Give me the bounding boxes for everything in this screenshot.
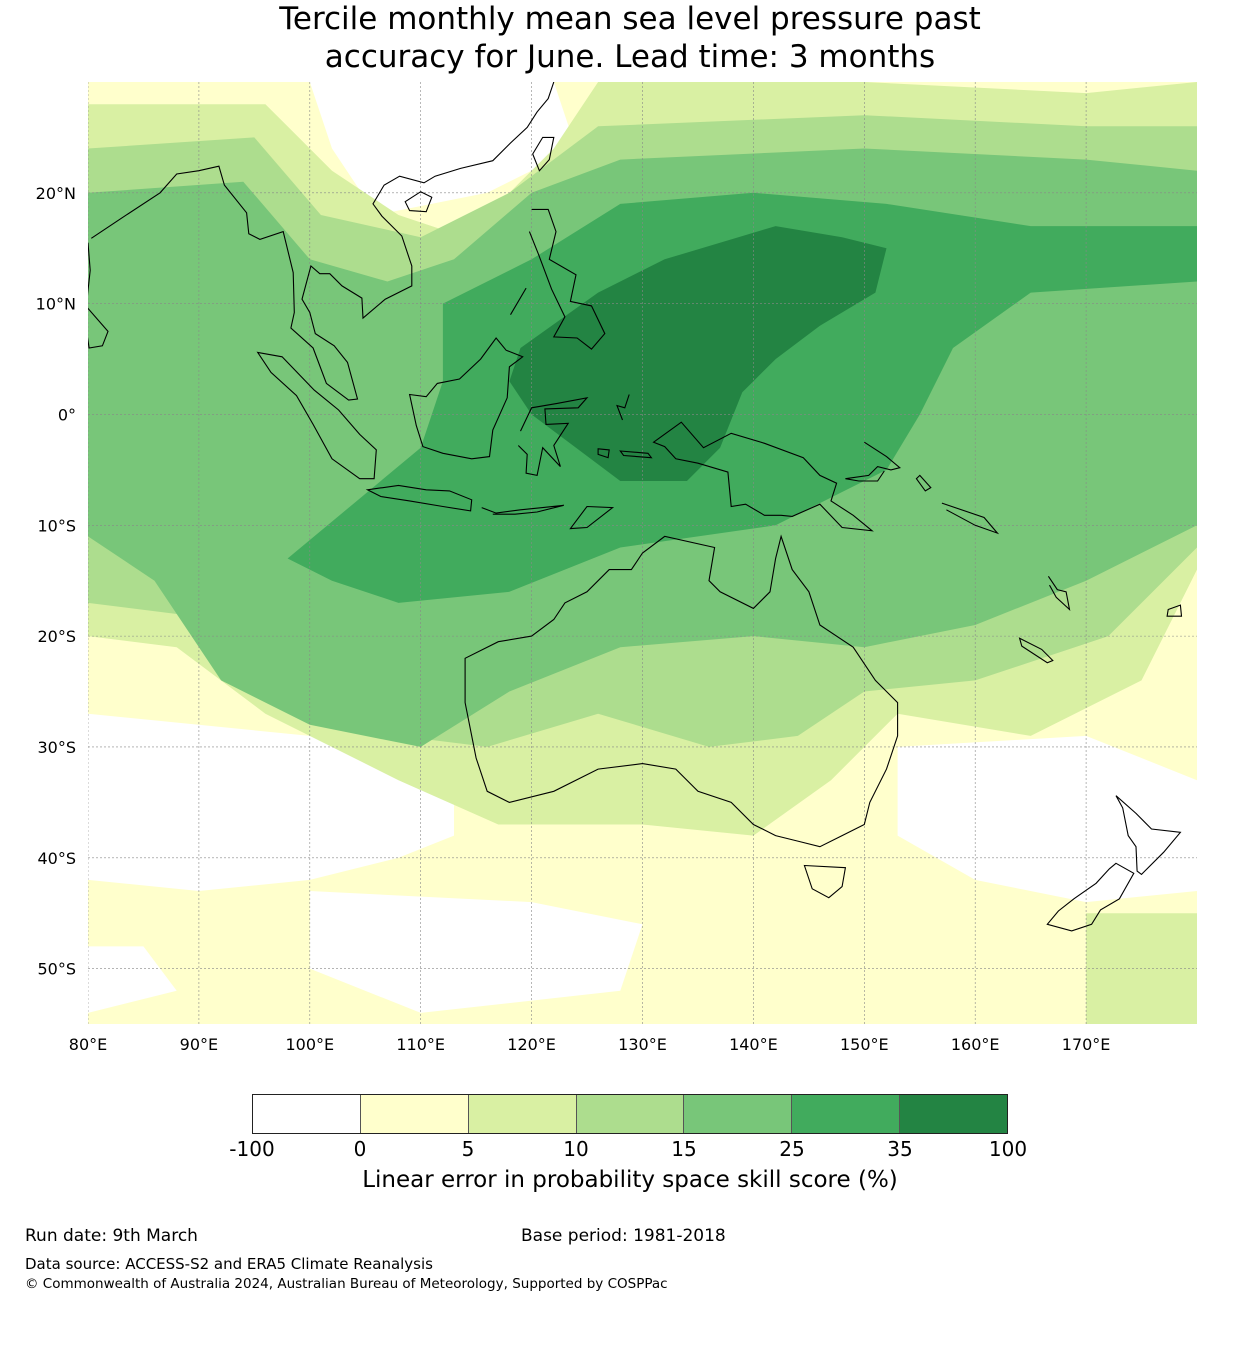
fiji-coastline [1166,604,1183,617]
field-level-25-35 [287,192,1197,603]
colorbar-tick-label: 35 [887,1137,913,1161]
colorbar-segment-2 [468,1095,577,1133]
lat-tick-label: 10°N [36,295,76,314]
lat-tick-label: 40°S [37,849,76,868]
lon-tick-label: 80°E [69,1035,107,1054]
field-white-tasman [897,735,1197,903]
title-line-1: Tercile monthly mean sea level pressure … [279,1,981,37]
lon-tick-label: 90°E [180,1035,218,1054]
india-coastline [88,242,91,296]
lon-tick-label: 110°E [396,1035,445,1054]
lat-tick-label: 50°S [37,960,76,979]
lat-tick-label: 30°S [37,738,76,757]
sri-lanka-coastline [88,307,109,349]
vanuatu-coastline [1047,575,1071,612]
lon-tick-label: 160°E [951,1035,1000,1054]
run-date: Run date: 9th March [25,1226,198,1246]
colorbar-tick-label: 10 [563,1137,589,1161]
seram-coastline [619,450,653,459]
copyright: © Commonwealth of Australia 2024, Austra… [25,1276,668,1292]
australia-coastline [464,534,899,848]
title-line-2: accuracy for June. Lead time: 3 months [324,39,936,75]
lon-tick-label: 150°E [840,1035,889,1054]
java-coastline [365,484,473,512]
colorbar-segment-4 [684,1095,793,1133]
colorbar [252,1094,1008,1134]
bougainville-coastline [915,474,932,492]
lon-tick-label: 130°E [618,1035,667,1054]
hainan-coastline [404,191,433,213]
lon-tick-label: 120°E [507,1035,556,1054]
lon-tick-label: 100°E [285,1035,334,1054]
taiwan-coastline [532,136,555,172]
mainland-asia-coastline [90,82,555,401]
field-white-china [309,82,576,215]
new-caledonia-coastline [1018,637,1054,664]
buru-coastline [597,448,610,459]
solomon-coastline [941,502,1000,535]
philippines-coastline [528,208,606,350]
base-period: Base period: 1981-2018 [521,1226,726,1246]
halmahera-coastline [616,394,630,421]
field-white-south [309,891,643,1013]
map-title: Tercile monthly mean sea level pressure … [0,0,1260,76]
nz-north-island-coastline [1115,795,1182,876]
colorbar-tick-label: 25 [779,1137,805,1161]
timor-coastline [569,505,615,530]
colorbar-label: Linear error in probability space skill … [362,1167,898,1193]
lat-tick-label: 20°S [37,627,76,646]
lon-tick-label: 170°E [1062,1035,1111,1054]
lat-tick-label: 20°N [36,184,76,203]
field-level-35-100 [509,226,887,481]
colorbar-tick-label: -100 [229,1137,275,1161]
palawan-coastline [510,287,527,315]
colorbar-tick-label: 100 [988,1137,1028,1161]
new-guinea-coastline [652,421,874,532]
colorbar-segment-3 [576,1095,685,1133]
colorbar-tick-label: 15 [671,1137,697,1161]
skill-score-map: 20°N 10°N 0° 10°S 20°S 30°S 40°S 50°S 80°E 90°E 1… [36,82,1197,1054]
borneo-coastline [408,337,524,460]
field-white-far-sw [88,946,177,1013]
colorbar-tick-label: 0 [353,1137,367,1161]
lat-tick-label: 10°S [37,516,76,535]
colorbar-segment-1 [360,1095,469,1133]
colorbar-tick-label: 5 [461,1137,475,1161]
sumatra-coastline [256,351,377,480]
new-britain-ireland-coastline [845,441,901,482]
sulawesi-coastline [517,396,589,477]
colorbar-segment-0 [253,1095,361,1133]
lon-tick-label: 140°E [729,1035,778,1054]
lesser-sunda-coastline [481,504,564,515]
tasmania-coastline [803,864,847,899]
data-source: Data source: ACCESS-S2 and ERA5 Climate … [25,1255,433,1273]
colorbar-segment-5 [792,1095,901,1133]
lat-tick-label: 0° [58,405,76,424]
nz-south-island-coastline [1046,862,1135,932]
colorbar-segment-6 [900,1095,1008,1133]
